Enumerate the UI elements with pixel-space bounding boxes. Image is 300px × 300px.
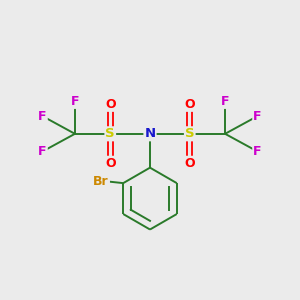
Text: O: O <box>105 157 116 170</box>
Text: O: O <box>184 157 195 170</box>
Text: F: F <box>253 145 262 158</box>
Text: S: S <box>105 127 115 140</box>
Text: Br: Br <box>93 175 109 188</box>
Text: F: F <box>71 95 79 108</box>
Text: O: O <box>105 98 116 111</box>
Text: F: F <box>38 110 47 123</box>
Text: O: O <box>184 98 195 111</box>
Text: F: F <box>253 110 262 123</box>
Text: S: S <box>185 127 195 140</box>
Text: F: F <box>221 95 229 108</box>
Text: N: N <box>144 127 156 140</box>
Text: F: F <box>38 145 47 158</box>
